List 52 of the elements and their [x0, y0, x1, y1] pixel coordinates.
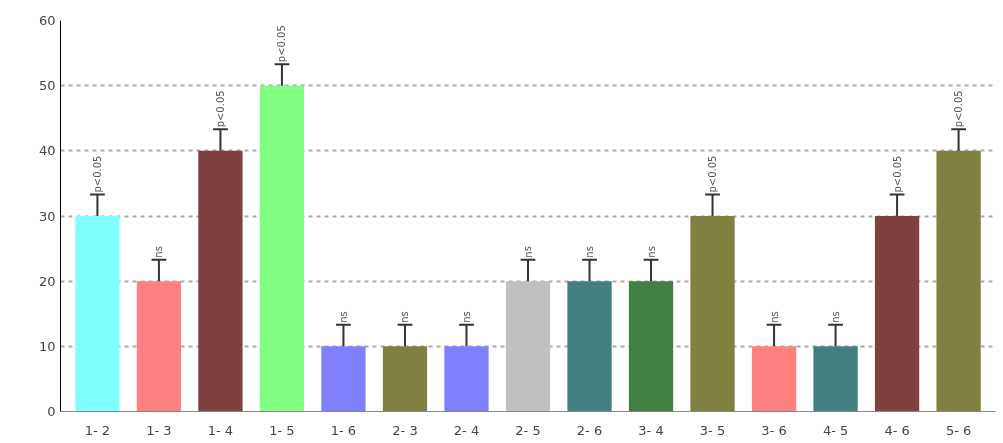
x-tick-label: 5- 6 — [945, 422, 972, 438]
bar — [444, 346, 489, 412]
data-label: ns — [522, 246, 534, 258]
x-tick-label: 1- 4 — [207, 422, 234, 438]
bar — [321, 346, 366, 412]
data-label: p<0.05 — [276, 25, 288, 63]
data-label: ns — [460, 311, 472, 323]
x-tick-label: 3- 6 — [761, 422, 787, 438]
bar — [936, 150, 981, 412]
data-label: ns — [645, 246, 657, 258]
x-tick-label: 1- 2 — [84, 422, 111, 438]
data-label: ns — [337, 311, 349, 323]
y-tick-label: 30 — [38, 208, 56, 224]
data-label: ns — [399, 311, 411, 323]
x-tick-label: 1- 3 — [146, 422, 172, 438]
y-tick-label: 50 — [38, 78, 56, 94]
x-tick-label: 2- 6 — [576, 422, 603, 438]
bar — [690, 216, 735, 412]
bar — [198, 150, 243, 412]
data-label: p<0.05 — [214, 90, 226, 128]
data-label: p<0.05 — [891, 155, 903, 193]
x-tick-label: 1- 6 — [330, 422, 357, 438]
x-tick-label: 1- 5 — [269, 422, 295, 438]
data-label: ns — [830, 311, 842, 323]
data-label: ns — [768, 311, 780, 323]
bar — [628, 281, 674, 412]
x-tick-label: 3- 5 — [699, 422, 726, 438]
x-tick-label: 4- 5 — [822, 422, 849, 438]
y-tick-label: 10 — [38, 338, 56, 354]
x-tick-label: 3- 4 — [638, 422, 664, 438]
y-tick-label: 20 — [38, 273, 56, 289]
y-tick-label: 60 — [38, 13, 56, 28]
y-tick-label: 0 — [47, 404, 56, 419]
bar — [75, 216, 120, 412]
data-label: ns — [153, 246, 165, 258]
bar — [136, 281, 182, 412]
data-label: p<0.05 — [91, 155, 103, 193]
x-tick-label: 4- 6 — [884, 422, 910, 438]
bar — [382, 346, 428, 412]
data-label: ns — [584, 246, 596, 258]
bar — [505, 281, 551, 412]
data-label: p<0.05 — [953, 90, 965, 128]
bar — [259, 85, 305, 412]
bar — [813, 346, 858, 412]
bar — [874, 216, 920, 412]
x-tick-label: 2- 3 — [392, 422, 418, 438]
bar — [567, 281, 612, 412]
bar — [751, 346, 797, 412]
y-tick-label: 40 — [38, 143, 56, 159]
x-tick-label: 2- 5 — [515, 422, 541, 438]
x-tick-label: 2- 4 — [453, 422, 480, 438]
data-label: p<0.05 — [707, 155, 719, 193]
